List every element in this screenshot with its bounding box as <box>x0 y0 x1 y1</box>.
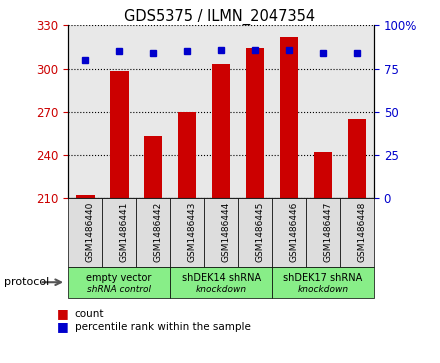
Bar <box>340 198 374 267</box>
Bar <box>204 198 238 267</box>
Bar <box>272 267 374 298</box>
Bar <box>348 119 367 198</box>
Text: GDS5375 / ILMN_2047354: GDS5375 / ILMN_2047354 <box>125 9 315 25</box>
Bar <box>170 267 272 298</box>
Bar <box>272 198 306 267</box>
Bar <box>68 198 102 267</box>
Bar <box>306 198 340 267</box>
Text: GSM1486440: GSM1486440 <box>85 201 94 262</box>
Text: GSM1486442: GSM1486442 <box>153 201 162 261</box>
Bar <box>68 267 170 298</box>
Bar <box>136 198 170 267</box>
Bar <box>314 152 332 198</box>
Text: knockdown: knockdown <box>297 285 348 294</box>
Bar <box>110 72 128 198</box>
Text: ■: ■ <box>57 320 69 333</box>
Text: GSM1486446: GSM1486446 <box>289 201 298 262</box>
Text: GSM1486444: GSM1486444 <box>221 201 230 261</box>
Text: empty vector: empty vector <box>87 273 152 283</box>
Text: protocol: protocol <box>4 277 50 287</box>
Bar <box>246 48 264 198</box>
Bar <box>170 198 204 267</box>
Text: GSM1486448: GSM1486448 <box>357 201 366 262</box>
Bar <box>102 198 136 267</box>
Bar <box>178 112 197 198</box>
Text: knockdown: knockdown <box>195 285 247 294</box>
Text: GSM1486445: GSM1486445 <box>255 201 264 262</box>
Text: GSM1486441: GSM1486441 <box>119 201 128 262</box>
Bar <box>212 64 231 198</box>
Text: shDEK14 shRNA: shDEK14 shRNA <box>182 273 260 283</box>
Text: GSM1486443: GSM1486443 <box>187 201 196 262</box>
Text: ■: ■ <box>57 307 69 321</box>
Bar <box>238 198 272 267</box>
Text: shRNA control: shRNA control <box>87 285 151 294</box>
Text: shDEK17 shRNA: shDEK17 shRNA <box>283 273 363 283</box>
Bar <box>280 37 298 198</box>
Text: GSM1486447: GSM1486447 <box>323 201 332 262</box>
Text: percentile rank within the sample: percentile rank within the sample <box>75 322 251 332</box>
Bar <box>76 195 95 198</box>
Bar <box>144 136 162 198</box>
Text: count: count <box>75 309 104 319</box>
